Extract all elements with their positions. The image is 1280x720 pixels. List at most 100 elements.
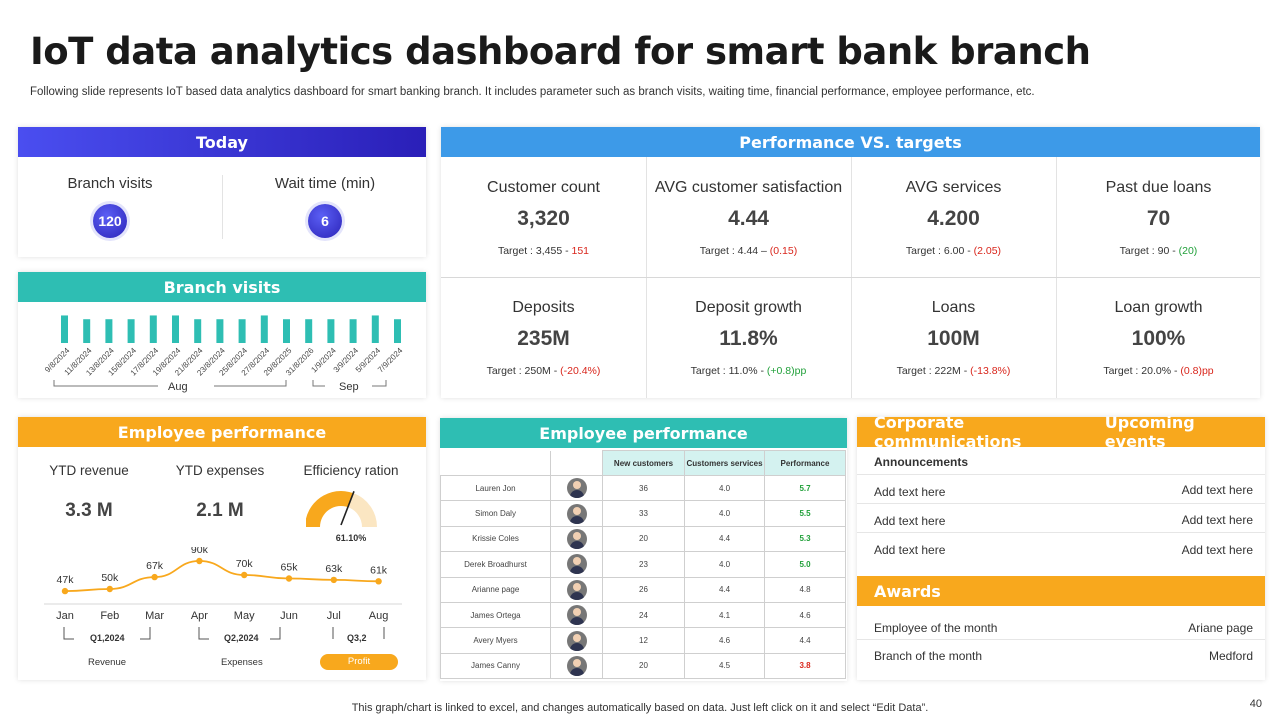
branch-visits-header: Branch visits	[18, 272, 426, 302]
quarter-brackets	[63, 627, 385, 640]
efficiency-label: Efficiency ration	[303, 463, 399, 478]
performance-card: Performance VS. targets Customer count 3,…	[441, 127, 1260, 398]
q3-label: Q3,2	[347, 633, 367, 643]
branch-visit-bar	[61, 315, 68, 343]
wait-time-label: Wait time (min)	[274, 175, 376, 192]
month-label: Jan	[56, 610, 74, 622]
page-number: 40	[1249, 698, 1262, 710]
q1-label: Q1,2024	[90, 633, 125, 643]
performance-value: 4.4	[764, 627, 846, 654]
performance-value: 3,320	[517, 207, 570, 230]
performance-value: 4.8	[764, 576, 846, 603]
target-text: Target : 90 -	[1119, 245, 1179, 257]
new-customers-value: 20	[602, 525, 685, 553]
performance-value: 70	[1146, 207, 1171, 230]
employee-avatar-cell	[550, 576, 603, 603]
performance-value: 4.6	[764, 601, 846, 629]
ytd-expenses-label: YTD expenses	[175, 463, 265, 478]
performance-cell: Loans 100M Target : 222M - (-13.8%)	[851, 277, 1056, 397]
revenue-data-label: 61k	[370, 564, 388, 576]
table-row: James Canny 20 4.5 3.8	[440, 652, 846, 680]
performance-value: 5.3	[764, 525, 846, 553]
avatar	[566, 554, 587, 575]
target-delta: (2.05)	[973, 245, 1002, 257]
employee-name: Lauren Jon	[440, 474, 551, 502]
employee-name: James Canny	[440, 652, 551, 680]
table-row: Lauren Jon 36 4.0 5.7	[440, 474, 846, 502]
revenue-line	[64, 560, 379, 592]
employee-avatar-cell	[550, 551, 603, 578]
customer-services-value: 4.0	[684, 474, 765, 502]
employee-avatar-cell	[550, 525, 603, 553]
ytd-revenue-value: 3.3 M	[65, 500, 113, 521]
branch-visits-chart: 9/8/202411/8/202413/8/202415/8/202417/8/…	[43, 315, 405, 393]
avatar	[566, 528, 587, 549]
table-header-new-customers: New customers	[602, 450, 685, 476]
q1-bracket-right	[140, 627, 151, 640]
performance-value: 5.0	[764, 551, 846, 578]
branch-visit-bar	[105, 319, 113, 343]
announcements-label: Announcements	[874, 455, 969, 469]
performance-value: 235M	[517, 327, 570, 350]
new-customers-value: 26	[602, 576, 685, 603]
performance-label: Customer count	[487, 179, 600, 196]
ytd-expenses-value: 2.1 M	[196, 500, 244, 521]
target-suffix: pp	[794, 365, 807, 377]
target-delta: (20)	[1178, 245, 1198, 257]
table-header-row: New customers Customers services Perform…	[440, 450, 846, 476]
target-text: Target : 11.0% -	[690, 365, 767, 377]
new-customers-value: 23	[602, 551, 685, 578]
award-branch-label: Branch of the month	[874, 649, 983, 663]
target-text: Target : 222M -	[896, 365, 971, 377]
month-sep: Sep	[339, 381, 359, 393]
target-text: Target : 6.00 -	[905, 245, 974, 257]
table-row: Simon Daly 33 4.0 5.5	[440, 500, 846, 527]
new-customers-value: 33	[602, 500, 685, 527]
customer-services-value: 4.5	[684, 652, 765, 680]
branch-visits-value: 120	[93, 204, 127, 238]
branch-visit-bar	[127, 319, 135, 343]
performance-cell: Loan growth 100% Target : 20.0% - (0.8)pp	[1056, 277, 1261, 397]
divider	[857, 532, 1265, 533]
performance-target: Target : 20.0% - (0.8)pp	[1056, 365, 1261, 377]
month-label: Mar	[145, 610, 165, 622]
target-delta: (0.8)	[1180, 365, 1202, 377]
table-row: Avery Myers 12 4.6 4.4	[440, 627, 846, 654]
legend-profit: Profit	[320, 654, 398, 670]
branch-visit-bar	[83, 319, 91, 343]
grid-divider	[441, 277, 1260, 278]
avatar	[566, 655, 587, 676]
branch-visits-metric: Branch visits 120	[10, 175, 210, 238]
performance-value: 5.7	[764, 474, 846, 502]
performance-label: AVG services	[905, 179, 1002, 196]
today-divider	[222, 175, 223, 239]
today-header: Today	[18, 127, 426, 157]
month-aug: Aug	[168, 381, 188, 393]
new-customers-value: 24	[602, 601, 685, 629]
ytd-revenue-label: YTD revenue	[49, 463, 129, 478]
performance-value: 100M	[927, 327, 980, 350]
award-employee-label: Employee of the month	[874, 621, 998, 635]
announcement-1: Add text here	[874, 485, 946, 499]
branch-visit-bar	[305, 319, 313, 343]
performance-label: Loan growth	[1114, 299, 1203, 316]
page-title: IoT data analytics dashboard for smart b…	[30, 30, 1091, 73]
performance-value: 4.200	[927, 207, 980, 230]
employee-avatar-cell	[550, 500, 603, 527]
target-text: Target : 4.44 –	[699, 245, 770, 257]
performance-cell: Deposits 235M Target : 250M - (-20.4%)	[441, 277, 646, 397]
performance-value: 11.8%	[719, 327, 778, 350]
revenue-point	[330, 576, 337, 584]
customer-services-value: 4.1	[684, 601, 765, 629]
new-customers-value: 12	[602, 627, 685, 654]
target-text: Target : 250M -	[486, 365, 561, 377]
performance-target: Target : 6.00 - (2.05)	[851, 245, 1056, 257]
gauge-filled	[306, 491, 354, 527]
target-delta: (-13.8%)	[970, 365, 1011, 377]
performance-value: 3.8	[764, 652, 846, 680]
corporate-header: Corporate communications Upcoming events	[857, 413, 1265, 451]
branch-visit-bar	[238, 319, 246, 343]
performance-cell: AVG customer satisfaction 4.44 Target : 4.…	[646, 157, 851, 277]
branch-visit-bar	[283, 319, 290, 343]
branch-visits-card: Branch visits 9/8/2024 11/8/2024 13/8/2024…	[18, 272, 426, 398]
